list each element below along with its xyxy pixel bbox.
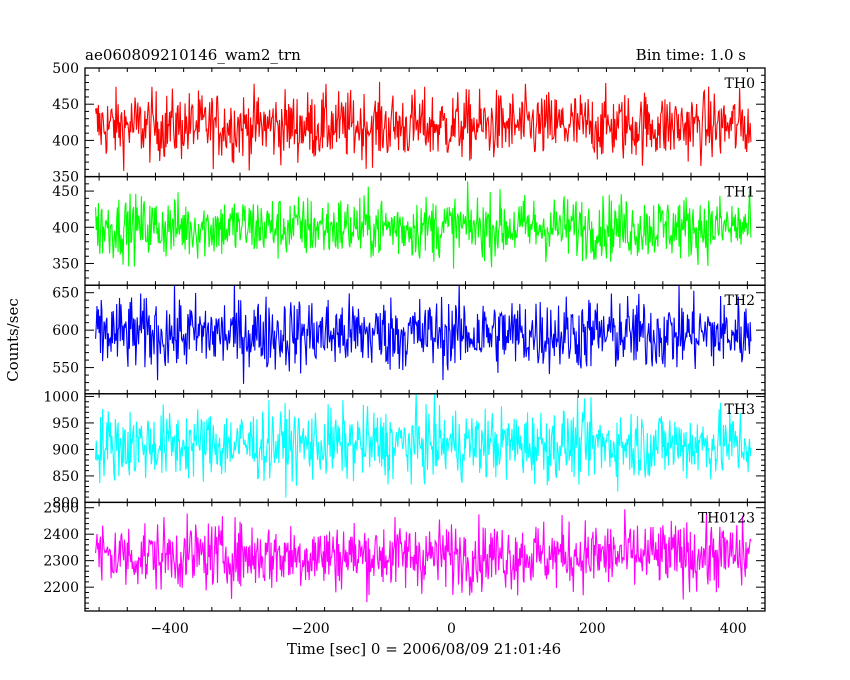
x-tick-label: 400 — [720, 621, 747, 637]
series-th2 — [95, 285, 752, 384]
panel-name-th0123: TH0123 — [698, 510, 755, 526]
y-tick-label: 950 — [52, 416, 79, 432]
y-tick-label: 2400 — [43, 527, 79, 543]
y-tick-label: 800 — [52, 495, 79, 511]
y-tick-label: 1000 — [43, 389, 79, 405]
panel-name-th0: TH0 — [725, 76, 755, 92]
panel-frame-th0123 — [84, 501, 766, 612]
y-tick-label: 350 — [52, 256, 79, 272]
series-th0 — [95, 81, 752, 172]
y-tick-label: 2200 — [43, 580, 79, 596]
panels-group: TH0 350 400 450 500 TH1 350 400 450 TH2 550 600 650 T… — [43, 61, 766, 637]
x-tick-label: −200 — [291, 621, 329, 637]
series-th1 — [95, 181, 752, 269]
y-tick-label: 400 — [52, 220, 79, 236]
y-tick-label: 350 — [52, 170, 79, 186]
y-tick-label: 2500 — [43, 501, 79, 517]
y-tick-label: 2300 — [43, 554, 79, 570]
panel-name-th2: TH2 — [725, 293, 755, 309]
panel-name-th1: TH1 — [725, 185, 755, 201]
y-axis-label: Counts/sec — [4, 298, 22, 382]
chart-title: ae060809210146_wam2_trn — [85, 46, 301, 64]
y-tick-label: 550 — [52, 361, 79, 377]
y-tick-label: 900 — [52, 442, 79, 458]
y-tick-label: 400 — [52, 133, 79, 149]
x-tick-label: 200 — [579, 621, 606, 637]
chart-subtitle: Bin time: 1.0 s — [636, 46, 746, 64]
series-th3 — [95, 393, 752, 498]
y-tick-label: 850 — [52, 469, 79, 485]
x-axis-label: Time [sec] 0 = 2006/08/09 21:01:46 — [287, 640, 561, 658]
panel-name-th3: TH3 — [725, 402, 755, 418]
y-tick-label: 450 — [52, 97, 79, 113]
x-tick-label: 0 — [447, 621, 456, 637]
x-tick-label: −400 — [150, 621, 188, 637]
y-tick-label: 650 — [52, 286, 79, 302]
y-tick-label: 450 — [52, 184, 79, 200]
y-tick-label: 600 — [52, 323, 79, 339]
series-th0123 — [95, 509, 752, 603]
y-tick-label: 500 — [52, 61, 79, 77]
